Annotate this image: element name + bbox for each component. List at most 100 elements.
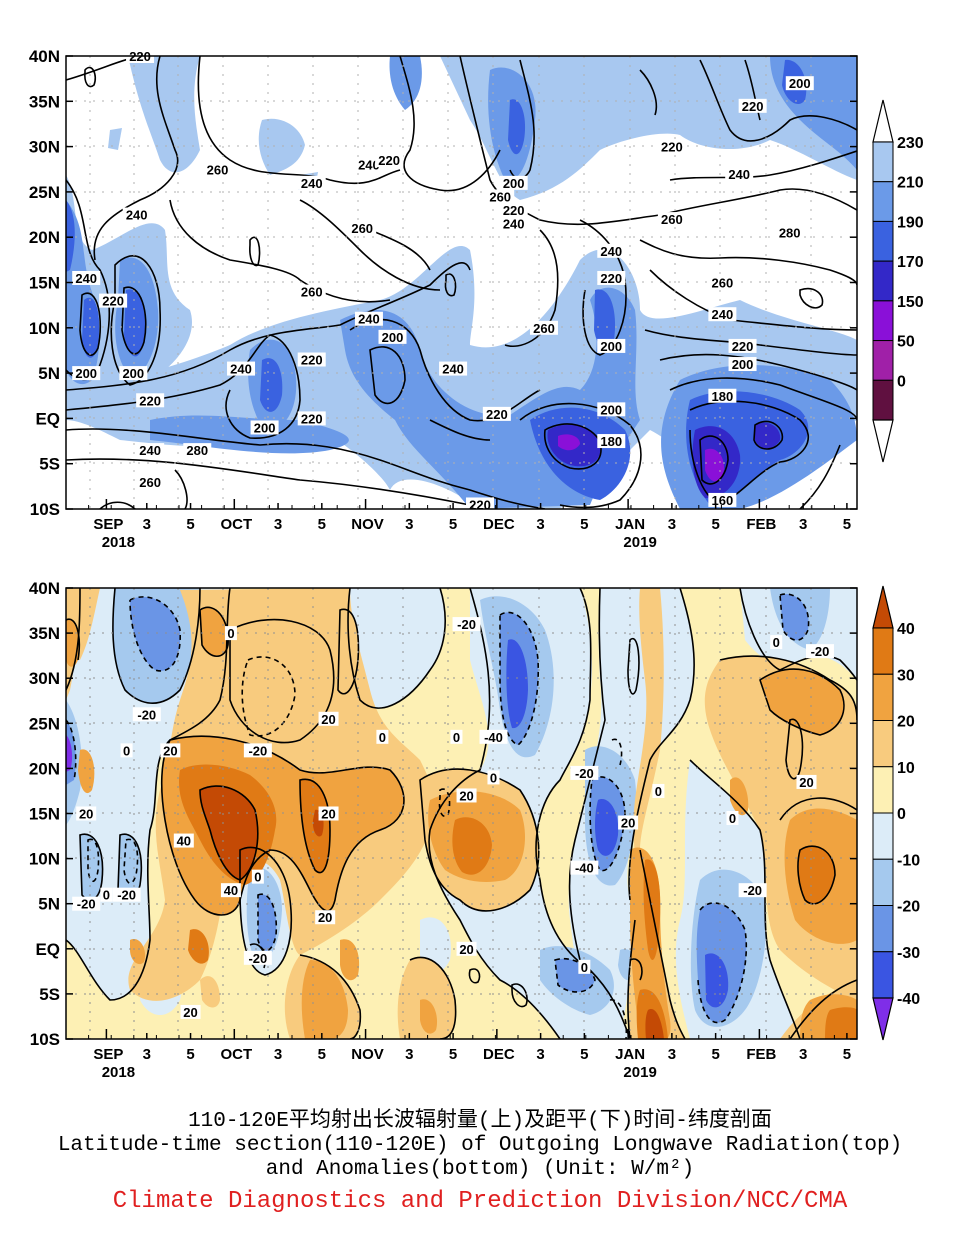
olr-contour-label-bg (597, 270, 626, 285)
anomaly-x-tick-label: 5 (449, 1046, 457, 1063)
anomaly-contour-label-bg (120, 743, 133, 758)
anomaly-colorbar-label: 40 (897, 621, 915, 638)
olr-contour-label-bg (227, 361, 256, 376)
anomaly-x-tick-label: 5 (580, 1046, 588, 1063)
olr-contour-label: 200 (382, 330, 404, 345)
olr-contour-label-bg (728, 357, 757, 372)
anomaly-contour-label-bg (450, 729, 463, 744)
anomaly-contour-label-bg (487, 770, 500, 785)
olr-contour-label: 220 (301, 411, 323, 426)
olr-contour-label: 260 (661, 212, 683, 227)
anomaly-colorbar-bottom-arrow (872, 997, 894, 1041)
anomaly-x-tick-label: 3 (405, 1046, 413, 1063)
olr-contour-label-bg (250, 420, 279, 435)
anomaly-colorbar-segment (872, 812, 894, 860)
olr-colorbar-segment (872, 220, 894, 262)
olr-x-tick-label: 5 (580, 516, 588, 533)
anomaly-contour-label-bg (224, 626, 237, 641)
anomaly-contour-label: 0 (490, 770, 497, 785)
anomaly-x-tick-label: 5 (318, 1046, 326, 1063)
anomaly-contour-label: 20 (183, 1005, 197, 1020)
anomaly-contour-label-bg (220, 883, 241, 898)
olr-contour-label: 200 (789, 76, 811, 91)
olr-x-tick-label: 3 (143, 516, 151, 533)
anomaly-contour-label: -20 (575, 766, 594, 781)
olr-contour-label-bg (378, 329, 407, 344)
olr-contour-label-bg (122, 207, 151, 222)
olr-y-tick-label: 25N (29, 183, 60, 202)
olr-y-tick-label: 5S (39, 455, 60, 474)
anomaly-y-tick-label: 30N (29, 669, 60, 688)
olr-contour-label-bg (657, 139, 686, 154)
olr-contour-label-bg (708, 307, 737, 322)
anomaly-contour-label: 0 (729, 811, 736, 826)
olr-colorbar-segment (872, 340, 894, 381)
olr-colorbar-label: 210 (897, 175, 924, 192)
olr-contour-label: 220 (661, 140, 683, 155)
olr-y-tick-label: 35N (29, 92, 60, 111)
olr-contour-label-bg (439, 361, 468, 376)
olr-x-year-label: 2019 (623, 534, 656, 551)
anomaly-y-tick-label: 10S (30, 1030, 60, 1049)
olr-contour-label: 220 (503, 203, 525, 218)
anomaly-contour-label-bg (452, 617, 481, 632)
olr-contour-label-bg (119, 366, 148, 381)
olr-contour-label: 280 (779, 226, 801, 241)
olr-contour-label: 200 (503, 176, 525, 191)
olr-contour-label-bg (597, 434, 626, 449)
anomaly-contour-label: 0 (655, 784, 662, 799)
anomaly-colorbar-top-arrow (872, 585, 894, 629)
anomaly-contour-label: 40 (177, 834, 191, 849)
anomaly-y-tick-label: 20N (29, 759, 60, 778)
anomaly-colorbar-segment (872, 673, 894, 721)
anomaly-colorbar-label: -20 (897, 899, 920, 916)
olr-contour-label: 240 (301, 176, 323, 191)
anomaly-colorbar-label: -40 (897, 991, 920, 1008)
olr-contour-label: 260 (712, 276, 734, 291)
anomaly-contour-label-bg (456, 788, 477, 803)
anomaly-contour-labels: 0 -20 0 20 -20 20 0 20 0 -20 -20 40 40 0 -20 20 20 20 -20 0… (72, 617, 834, 1020)
olr-contour-label: 260 (139, 475, 161, 490)
olr-contour-label-bg (725, 166, 754, 181)
anomaly-x-tick-label: 3 (274, 1046, 282, 1063)
olr-colorbar-label: 150 (897, 294, 924, 311)
olr-contour-label: 240 (503, 217, 525, 232)
olr-contour-label-bg (775, 225, 804, 240)
olr-x-tick-label: 3 (799, 516, 807, 533)
anomaly-y-tick-label: 5N (38, 895, 60, 914)
anomaly-colorbar-segment (872, 766, 894, 814)
anomaly-contour-label-bg (618, 815, 639, 830)
anomaly-contour-label-bg (479, 729, 508, 744)
anomaly-colorbar-label: 20 (897, 714, 915, 731)
anomaly-contour-label-bg (456, 941, 477, 956)
olr-contour-label-bg (99, 293, 128, 308)
anomaly-panel: 0 -20 0 20 -20 20 0 20 0 -20 -20 40 40 0 -20 20 20 20 -20 0… (29, 579, 858, 1081)
olr-contour-label-bg (297, 352, 326, 367)
olr-colorbar-segment (872, 300, 894, 342)
anomaly-contour-label-bg (578, 959, 591, 974)
anomaly-contour-label-bg (100, 887, 113, 902)
anomaly-contour-label-bg (76, 806, 97, 821)
anomaly-colorbar-segment (872, 627, 894, 675)
olr-x-tick-label: OCT (220, 516, 252, 533)
anomaly-contour-label: 20 (621, 816, 635, 831)
olr-y-tick-label: 20N (29, 228, 60, 247)
olr-contour-label: 240 (230, 362, 252, 377)
anomaly-contour-label: 0 (103, 888, 110, 903)
olr-x-tick-label: FEB (746, 516, 776, 533)
anomaly-contour-label: 20 (459, 942, 473, 957)
anomaly-x-tick-label: NOV (351, 1046, 384, 1063)
anomaly-contour-label-bg (243, 950, 272, 965)
olr-contour-label: 200 (75, 366, 97, 381)
anomaly-contour-label: -20 (137, 707, 156, 722)
caption-english-line2: and Anomalies(bottom) (Unit: W/m²) (265, 1158, 695, 1181)
anomaly-contour-label-bg (160, 743, 181, 758)
anomaly-y-tick-label: EQ (35, 940, 60, 959)
olr-contour-label: 200 (122, 366, 144, 381)
olr-x-tick-label: 3 (405, 516, 413, 533)
olr-contour-label: 240 (712, 307, 734, 322)
anomaly-y-tick-label: 15N (29, 805, 60, 824)
